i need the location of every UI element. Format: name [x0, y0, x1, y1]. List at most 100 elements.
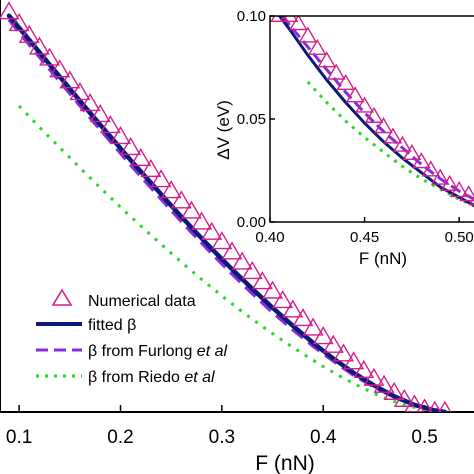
main-x-tick-label: 0.5	[411, 427, 437, 448]
legend-label-riedo-italic: et al	[184, 369, 215, 386]
triangle-data-point	[28, 36, 50, 55]
triangle-data-point	[326, 63, 346, 80]
inset-x-tick-label: 0.45	[350, 229, 379, 246]
legend-item-furlong: β from Furlong et al	[36, 343, 227, 360]
triangle-data-point	[333, 343, 354, 362]
triangle-data-point	[270, 16, 289, 23]
triangle-data-point	[89, 104, 111, 123]
triangle-data-point	[262, 280, 284, 299]
inset-series-from-furlong-et-al	[281, 16, 474, 201]
inset-y-tick-label: 0.10	[237, 8, 266, 25]
triangle-data-point	[221, 241, 243, 260]
triangle-data-point	[317, 51, 337, 68]
legend-label-furlong: β from Furlong et al	[88, 343, 227, 360]
triangle-data-point	[279, 16, 299, 23]
legend-label-riedo-text: β from Riedo	[88, 369, 184, 386]
triangle-data-point	[201, 221, 223, 240]
triangle-data-point	[0, 1, 20, 20]
triangle-data-point	[364, 106, 384, 123]
triangle-data-point	[353, 359, 375, 378]
main-series-numerical-data	[0, 1, 452, 412]
triangle-data-point	[289, 16, 308, 31]
inset-y-tick-label: 0.05	[237, 111, 266, 128]
triangle-data-point	[404, 394, 425, 412]
triangle-data-point	[292, 308, 314, 327]
triangle-data-point	[211, 231, 233, 250]
main-series-group	[0, 1, 452, 412]
main-x-tick-label: 0.2	[107, 427, 133, 448]
inset-plot: 0.40 0.45 0.50 0.00 0.05 0.10 F (nN) ΔV (eV)	[214, 8, 474, 268]
triangle-data-point	[272, 290, 294, 309]
main-series-from-riedo-et-al	[18, 104, 446, 412]
inset-y-axis-title: ΔV (eV)	[214, 100, 233, 160]
triangle-data-point	[345, 86, 365, 103]
triangle-data-point	[241, 260, 263, 280]
triangle-data-point	[343, 351, 365, 370]
triangle-data-point	[411, 152, 431, 169]
triangle-data-point	[110, 126, 131, 145]
main-x-tick-label: 0.3	[209, 427, 235, 448]
triangle-data-point	[459, 185, 474, 202]
triangle-data-point	[449, 181, 469, 198]
inset-x-tick-label: 0.50	[445, 229, 474, 246]
inset-x-ticks: 0.40 0.45 0.50	[255, 217, 474, 246]
legend-label-furlong-italic: et al	[197, 343, 228, 360]
triangle-data-point	[430, 168, 450, 185]
inset-series-numerical-data	[270, 16, 474, 206]
inset-y-tick-label: 0.00	[237, 214, 266, 231]
triangle-data-point	[393, 135, 412, 152]
triangle-data-point	[302, 317, 324, 336]
legend-label-riedo: β from Riedo et al	[88, 369, 215, 386]
triangle-data-point	[170, 190, 192, 209]
triangle-data-point	[373, 374, 395, 393]
triangle-data-point	[120, 137, 142, 156]
triangle-data-point	[180, 200, 202, 219]
triangle-data-point	[49, 59, 71, 78]
main-x-tick-label: 0.1	[6, 427, 32, 448]
triangle-data-point	[99, 115, 121, 134]
triangle-data-point	[298, 26, 318, 43]
legend-label-numerical-data: Numerical data	[88, 293, 196, 310]
triangle-data-point	[428, 400, 442, 412]
triangle-data-point	[79, 93, 101, 112]
legend-label-fitted-beta: fitted β	[88, 317, 136, 334]
legend-label-furlong-text: β from Furlong	[88, 343, 197, 360]
triangle-data-point	[59, 70, 81, 89]
triangle-data-point	[393, 388, 415, 408]
legend-item-numerical-data: Numerical data	[51, 288, 196, 310]
triangle-data-point	[322, 334, 344, 353]
legend-item-riedo: β from Riedo et al	[36, 369, 215, 386]
triangle-data-point	[383, 127, 403, 144]
main-x-tick-label: 0.4	[310, 427, 337, 448]
triangle-data-point	[8, 13, 30, 32]
triangle-data-point	[191, 211, 213, 230]
inset-series-group	[270, 16, 474, 208]
legend-item-fitted-beta: fitted β	[36, 317, 136, 334]
triangle-data-point	[150, 169, 172, 188]
triangle-data-point	[39, 47, 61, 66]
triangle-data-point	[438, 400, 452, 412]
triangle-data-point	[421, 160, 441, 177]
triangle-data-point	[18, 24, 40, 43]
triangle-data-point	[440, 174, 460, 191]
legend: Numerical data fitted β β from Furlong e…	[36, 288, 227, 386]
triangle-data-point	[282, 299, 304, 318]
triangle-data-point	[251, 271, 273, 290]
triangle-data-point	[383, 381, 405, 400]
triangle-data-point	[231, 251, 253, 270]
triangle-data-point	[160, 180, 182, 199]
inset-x-tick-label: 0.40	[255, 229, 284, 246]
inset-x-axis-title: F (nN)	[359, 249, 407, 268]
triangle-data-point	[336, 73, 356, 91]
triangle-data-point	[307, 38, 327, 55]
triangle-data-point	[374, 117, 393, 134]
triangle-data-point	[363, 367, 385, 386]
legend-triangle-marker	[51, 288, 73, 306]
inset-y-ticks: 0.00 0.05 0.10	[237, 8, 275, 231]
triangle-data-point	[355, 96, 374, 113]
triangle-data-point	[312, 326, 334, 345]
triangle-data-point	[69, 82, 91, 101]
main-x-axis-title: F (nN)	[255, 452, 315, 474]
